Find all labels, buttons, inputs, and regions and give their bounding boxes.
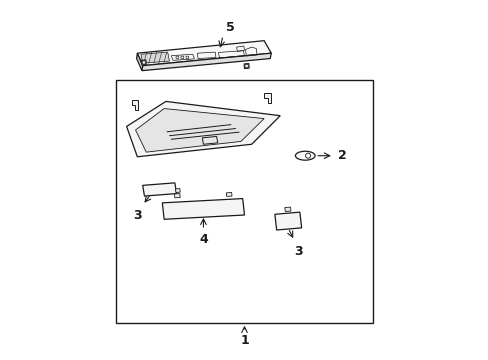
Text: 2: 2 <box>337 149 346 162</box>
Polygon shape <box>142 53 271 71</box>
Polygon shape <box>226 193 231 197</box>
Polygon shape <box>264 93 270 103</box>
Polygon shape <box>135 109 264 152</box>
Ellipse shape <box>295 151 314 160</box>
Polygon shape <box>202 136 217 144</box>
Text: 5: 5 <box>225 21 234 33</box>
Polygon shape <box>142 183 176 196</box>
Polygon shape <box>274 212 301 230</box>
Polygon shape <box>132 100 138 111</box>
Text: 4: 4 <box>199 233 207 246</box>
Polygon shape <box>137 41 271 66</box>
Polygon shape <box>136 53 142 71</box>
Text: 3: 3 <box>293 245 302 258</box>
Polygon shape <box>141 52 169 63</box>
Polygon shape <box>142 60 146 65</box>
Text: 3: 3 <box>133 208 142 221</box>
Text: 1: 1 <box>240 334 248 347</box>
Polygon shape <box>244 64 248 68</box>
Polygon shape <box>175 189 180 193</box>
Bar <box>116 80 372 323</box>
Polygon shape <box>174 194 180 198</box>
Polygon shape <box>126 102 280 157</box>
Polygon shape <box>162 199 244 219</box>
Polygon shape <box>285 207 290 211</box>
